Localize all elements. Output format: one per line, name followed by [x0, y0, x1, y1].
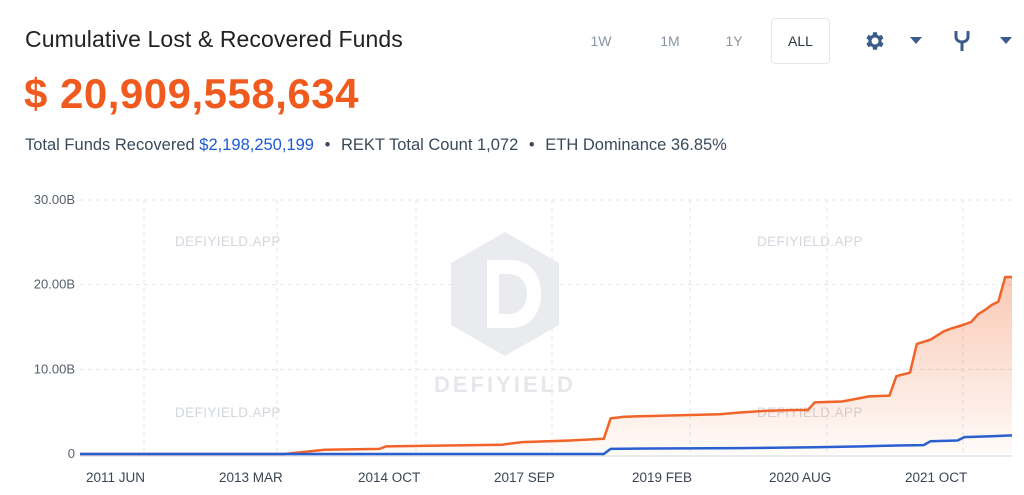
range-button-1m[interactable]: 1M: [660, 33, 680, 49]
x-tick-label: 2021 OCT: [905, 470, 967, 485]
caret-down-icon[interactable]: [906, 28, 926, 54]
cumulative-funds-chart: DEFIYIELD DEFIYIELD.APP DEFIYIELD.APP DE…: [34, 192, 1013, 485]
watermark: DEFIYIELD DEFIYIELD.APP DEFIYIELD.APP DE…: [175, 232, 863, 420]
chart-title: Cumulative Lost & Recovered Funds: [25, 26, 403, 52]
y-tick-label: 30.00B: [34, 192, 75, 207]
watermark-large: DEFIYIELD: [434, 372, 576, 397]
x-tick-label: 2020 AUG: [769, 470, 831, 485]
total-lost-value: $ 20,909,558,634: [24, 70, 359, 117]
watermark-small: DEFIYIELD.APP: [757, 234, 863, 249]
recovered-label: Total Funds Recovered: [25, 136, 195, 154]
gear-icon[interactable]: [861, 28, 887, 54]
series: [80, 275, 1013, 456]
watermark-small: DEFIYIELD.APP: [175, 405, 281, 420]
x-tick-label: 2013 MAR: [219, 470, 283, 485]
series-area-lost: [80, 277, 1012, 454]
caret-down-icon[interactable]: [996, 28, 1016, 54]
x-tick-label: 2019 FEB: [632, 470, 692, 485]
x-tick-label: 2014 OCT: [358, 470, 420, 485]
y-tick-label: 0: [68, 446, 75, 461]
bullet-separator: •: [324, 136, 331, 154]
y-tick-label: 10.00B: [34, 361, 75, 376]
y-tick-label: 20.00B: [34, 277, 75, 292]
x-tick-label: 2017 SEP: [494, 470, 555, 485]
range-button-1w[interactable]: 1W: [590, 33, 612, 49]
stats-line: Total Funds Recovered $2,198,250,199 • R…: [25, 136, 727, 155]
range-button-1y[interactable]: 1Y: [725, 33, 743, 49]
bullet-separator: •: [528, 136, 535, 154]
fork-icon[interactable]: [949, 28, 975, 54]
axes: 0 10.00B 20.00B 30.00B 2011 JUN 2013 MAR 2014 …: [34, 192, 1012, 485]
series-line-lost: [80, 275, 1012, 456]
rekt-total-count: REKT Total Count 1,072: [340, 136, 519, 154]
eth-dominance: ETH Dominance 36.85%: [545, 136, 727, 154]
range-button-all[interactable]: ALL: [771, 18, 830, 64]
recovered-value: $2,198,250,199: [199, 136, 314, 154]
watermark-small: DEFIYIELD.APP: [175, 234, 281, 249]
x-tick-label: 2011 JUN: [86, 470, 145, 485]
series-line-recovered: [80, 434, 1013, 456]
defiyield-logo-icon: [451, 232, 559, 356]
